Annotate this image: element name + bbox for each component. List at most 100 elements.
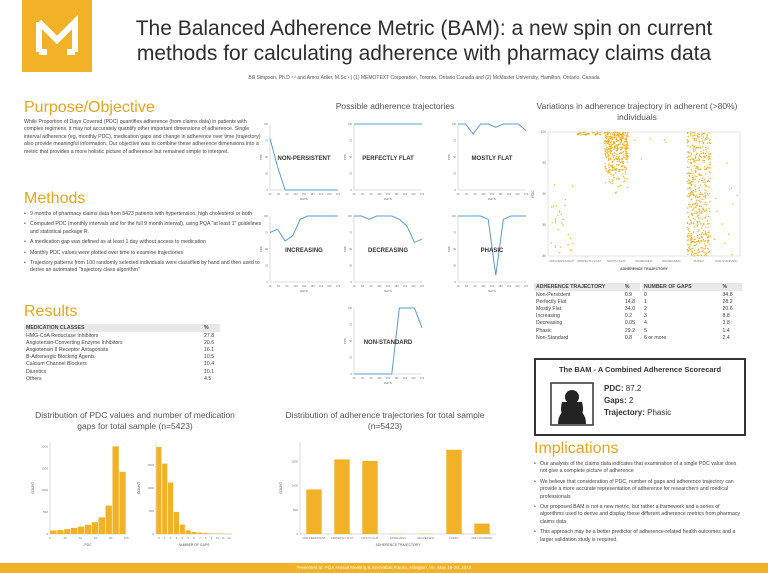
data-point [705, 155, 708, 157]
data-point [689, 162, 691, 164]
data-point [617, 185, 620, 188]
data-point [714, 197, 717, 200]
bam-scorecard: The BAM - A Combined Adherence Scorecard… [534, 358, 746, 436]
data-point [594, 134, 596, 136]
data-point [697, 146, 700, 149]
data-point [687, 216, 690, 218]
x-tick-label: 150 [490, 284, 495, 288]
data-point [689, 230, 691, 233]
data-point [705, 226, 707, 228]
x-tick-label: 180 [498, 284, 503, 288]
data-point [700, 212, 702, 214]
data-point [705, 146, 707, 148]
x-tick-label: 9 [211, 536, 213, 540]
data-point [689, 159, 692, 161]
data-point [579, 133, 581, 135]
implications-item: We believe that consideration of PDC, nu… [534, 479, 744, 501]
data-point [693, 212, 695, 215]
data-point [686, 249, 688, 251]
data-point [705, 208, 707, 210]
x-axis-label: DAYS [300, 197, 308, 201]
bar [191, 531, 197, 534]
x-tick-label: 8 [205, 536, 207, 540]
data-point [695, 167, 697, 170]
x-tick-label: 240 [411, 376, 416, 380]
data-point [604, 136, 607, 139]
x-tick-label: 120 [377, 284, 382, 288]
data-point [615, 134, 617, 136]
x-tick-label: 120 [481, 192, 486, 196]
data-point [619, 161, 621, 164]
data-point [701, 156, 703, 159]
data-point [617, 178, 619, 180]
data-point [691, 176, 694, 179]
data-point [692, 217, 695, 220]
bar [112, 446, 119, 534]
data-point [692, 203, 694, 205]
data-point [612, 156, 614, 158]
plot-frame [547, 131, 741, 257]
data-point [691, 209, 693, 212]
data-point [691, 247, 693, 250]
data-point [693, 178, 695, 180]
table-cell: Others [26, 375, 42, 382]
x-axis-label: DAYS [488, 289, 496, 293]
data-point [700, 254, 702, 256]
data-point [707, 223, 709, 225]
data-point [687, 155, 690, 158]
data-point [569, 249, 572, 251]
data-point [694, 133, 696, 135]
data-point [572, 242, 574, 245]
data-point [614, 168, 617, 170]
data-point [582, 133, 584, 135]
data-point [616, 140, 619, 142]
data-point [694, 156, 697, 159]
data-point [607, 142, 609, 144]
data-point [619, 141, 621, 143]
table-row: Increasing 0.2 [534, 313, 640, 320]
data-point [554, 220, 557, 222]
x-tick-label: DECREASING [662, 259, 681, 263]
logo-mark-icon [36, 14, 78, 55]
data-point [687, 179, 690, 181]
gaps-label: Gaps: [604, 396, 627, 405]
data-point [689, 249, 692, 251]
data-point [606, 146, 608, 149]
data-point [626, 143, 628, 146]
data-point [694, 186, 696, 188]
data-point [698, 233, 701, 236]
data-point [704, 184, 706, 186]
y-tick-label: 100 [541, 130, 547, 134]
data-point [605, 168, 608, 170]
data-point [618, 170, 620, 173]
table-cell: 8.8 [722, 313, 730, 320]
data-point [690, 172, 692, 175]
table-cell: Increasing [536, 313, 560, 320]
data-point [699, 184, 702, 186]
x-tick-label: 240 [327, 192, 332, 196]
data-point [687, 211, 689, 214]
bar [50, 530, 57, 534]
data-point [609, 136, 612, 138]
data-point [616, 160, 618, 163]
data-point [704, 189, 706, 191]
data-point [692, 172, 694, 175]
data-point [610, 136, 613, 139]
data-point [732, 203, 734, 205]
data-point [698, 211, 701, 213]
data-point [618, 157, 620, 159]
data-point [702, 223, 705, 226]
x-tick-label: 120 [377, 376, 382, 380]
data-point [703, 209, 705, 211]
data-point [627, 155, 629, 157]
data-point [625, 145, 627, 148]
bar [179, 524, 185, 534]
gaps-table: NUMBER OF GAPS% 0 34.8 1 28.2 2 20.6 3 8.8 4… [642, 283, 742, 341]
data-point [609, 141, 612, 144]
y-tick-label: 50 [349, 247, 352, 251]
data-point [686, 195, 689, 197]
data-point [691, 154, 693, 156]
data-point [693, 255, 696, 257]
data-point [687, 247, 690, 249]
data-point [701, 232, 704, 234]
